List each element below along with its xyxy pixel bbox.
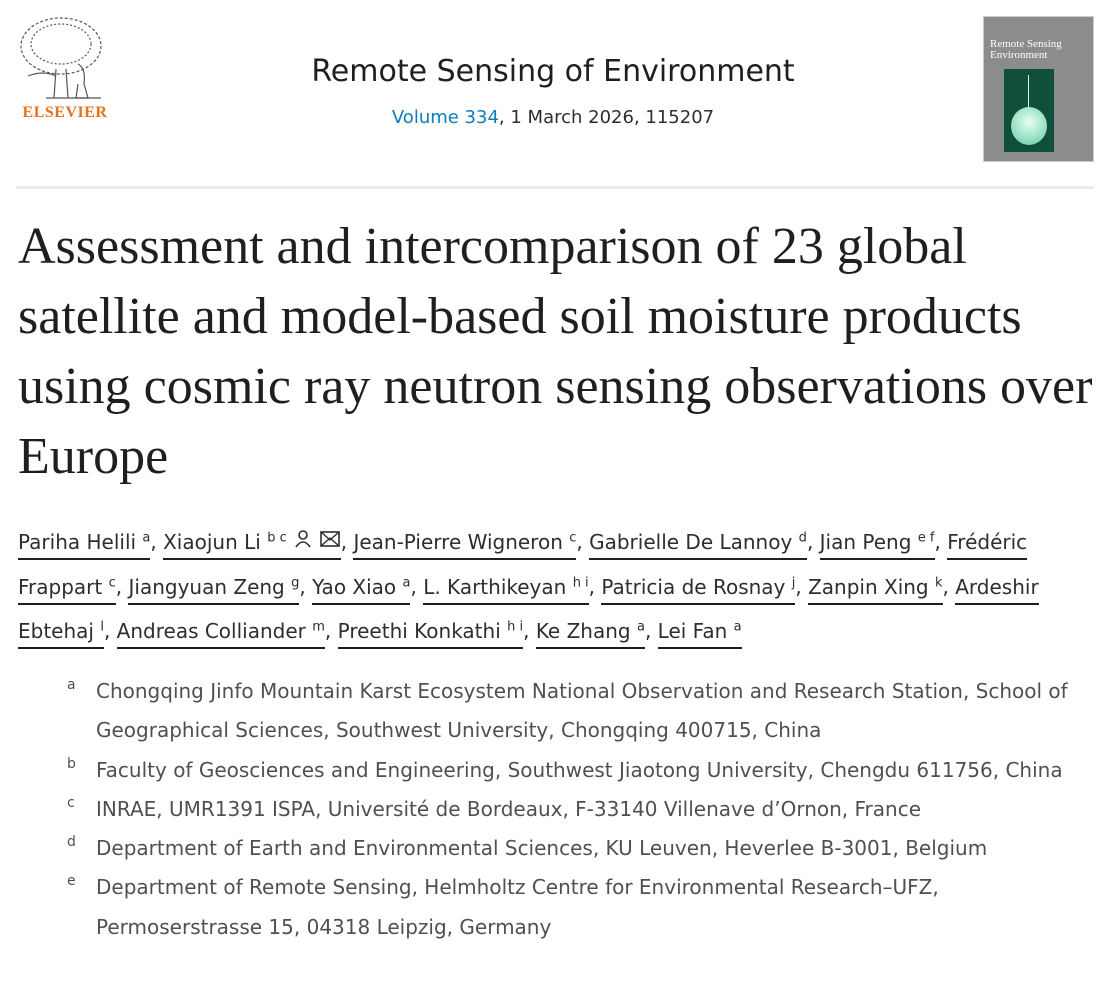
author-affiliation-marker: a <box>636 619 645 635</box>
author-name: Jean-Pierre Wigneron <box>353 529 563 554</box>
author-link[interactable]: Preethi Konkathi h i <box>337 618 524 649</box>
author-name: Yao Xiao <box>312 574 397 599</box>
author-name: Jian Peng <box>819 529 912 554</box>
affiliation-label: b <box>67 755 76 772</box>
issue-info: Volume 334, 1 March 2026, 115207 <box>0 107 1106 128</box>
author-affiliation-marker: e f <box>917 530 935 545</box>
author-affiliation-marker: d <box>798 530 807 545</box>
author-link[interactable]: Patricia de Rosnay j <box>601 574 796 605</box>
affiliation-label: e <box>67 873 76 890</box>
affiliation-label: c <box>67 794 75 811</box>
author-name: Pariha Helili <box>18 529 137 554</box>
article-title: Assessment and intercomparison of 23 glo… <box>18 218 1093 485</box>
elsevier-tree-logo[interactable] <box>16 14 114 126</box>
person-icon <box>293 523 313 563</box>
author-affiliation-marker: a <box>402 574 411 590</box>
header-divider <box>16 186 1094 189</box>
journal-title-link[interactable]: Remote Sensing of Environment <box>311 54 795 89</box>
affiliation-item: d Department of Earth and Environmental S… <box>0 829 1076 868</box>
author-list: Pariha Helili a, Xiaojun Li b c, Jean-Pi… <box>18 518 1098 651</box>
author-affiliation-marker: h i <box>572 574 589 590</box>
affiliation-item: a Chongqing Jinfo Mountain Karst Ecosyste… <box>0 672 1076 751</box>
cover-artwork <box>1004 69 1054 152</box>
author-affiliation-marker: b c <box>267 530 287 545</box>
author-affiliation-marker: l <box>100 619 104 635</box>
author-name: Frédéric Frappart <box>18 529 1028 599</box>
affiliation-text: Department of Earth and Environmental Sc… <box>96 836 988 861</box>
author-link[interactable]: Jean-Pierre Wigneron c <box>353 529 577 560</box>
author-name: Gabrielle De Lannoy <box>589 529 793 554</box>
author-link[interactable]: Pariha Helili a <box>18 529 151 560</box>
issue-date: , 1 March 2026, 115207 <box>498 107 715 128</box>
author-name: Preethi Konkathi <box>337 618 501 643</box>
author-link[interactable]: Ke Zhang a <box>535 618 645 649</box>
affiliation-text: Chongqing Jinfo Mountain Karst Ecosystem… <box>96 679 1068 743</box>
author-name: Jiangyuan Zeng <box>128 574 285 599</box>
author-affiliation-marker: g <box>291 574 300 590</box>
affiliation-item: e Department of Remote Sensing, Helmholtz… <box>0 868 1076 947</box>
affiliation-list: a Chongqing Jinfo Mountain Karst Ecosyste… <box>0 672 1106 947</box>
affiliation-text: Department of Remote Sensing, Helmholtz … <box>96 875 939 939</box>
affiliation-item: c INRAE, UMR1391 ISPA, Université de Bord… <box>0 790 1076 829</box>
affiliation-label: d <box>67 834 76 851</box>
author-name: Patricia de Rosnay <box>601 574 786 599</box>
author-name: Ke Zhang <box>535 618 631 643</box>
author-affiliation-marker: m <box>312 619 325 635</box>
author-name: Andreas Colliander <box>116 618 306 643</box>
author-name: L. Karthikeyan <box>423 574 567 599</box>
publisher-name: ELSEVIER <box>22 104 108 121</box>
author-affiliation-marker: c <box>108 574 116 590</box>
author-link[interactable]: Yao Xiao a <box>312 574 411 605</box>
author-link[interactable]: Jian Peng e f <box>819 529 935 560</box>
author-link[interactable]: Andreas Colliander m <box>116 618 325 649</box>
author-name: Xiaojun Li <box>163 529 261 554</box>
author-name: Lei Fan <box>657 618 728 643</box>
author-affiliation-marker: k <box>934 574 943 590</box>
author-link[interactable]: Gabrielle De Lannoy d <box>589 529 807 560</box>
affiliation-label: a <box>67 677 76 693</box>
author-link[interactable]: Xiaojun Li b c <box>163 529 341 560</box>
author-affiliation-marker: j <box>791 574 796 590</box>
affiliation-text: INRAE, UMR1391 ISPA, Université de Borde… <box>96 796 921 821</box>
affiliation-text: Faculty of Geosciences and Engineering, … <box>96 757 1063 782</box>
cover-title: Remote Sensing Environment <box>990 38 1062 61</box>
author-affiliation-marker: h i <box>507 619 524 635</box>
journal-title[interactable]: Remote Sensing of Environment <box>0 54 1106 89</box>
affiliation-item: b Faculty of Geosciences and Engineering,… <box>0 751 1076 790</box>
author-affiliation-marker: c <box>569 530 577 545</box>
author-name: Zanpin Xing <box>808 574 929 599</box>
author-link[interactable]: Ardeshir Ebtehaj l <box>18 574 1039 649</box>
volume-link[interactable]: Volume 334 <box>391 107 499 128</box>
journal-header: ELSEVIER Remote Sensing of Environment V… <box>0 0 1106 185</box>
author-name: Ardeshir Ebtehaj <box>18 574 1039 643</box>
envelope-icon <box>319 523 341 563</box>
author-link[interactable]: L. Karthikeyan h i <box>423 574 589 605</box>
author-link[interactable]: Jiangyuan Zeng g <box>128 574 300 605</box>
author-link[interactable]: Lei Fan a <box>657 618 742 649</box>
author-affiliation-marker: a <box>142 530 151 545</box>
author-affiliation-marker: a <box>733 619 742 635</box>
author-link[interactable]: Zanpin Xing k <box>808 574 943 605</box>
journal-cover-image[interactable]: Remote Sensing Environment <box>983 16 1094 162</box>
author-link[interactable]: Frédéric Frappart c <box>18 529 1028 605</box>
